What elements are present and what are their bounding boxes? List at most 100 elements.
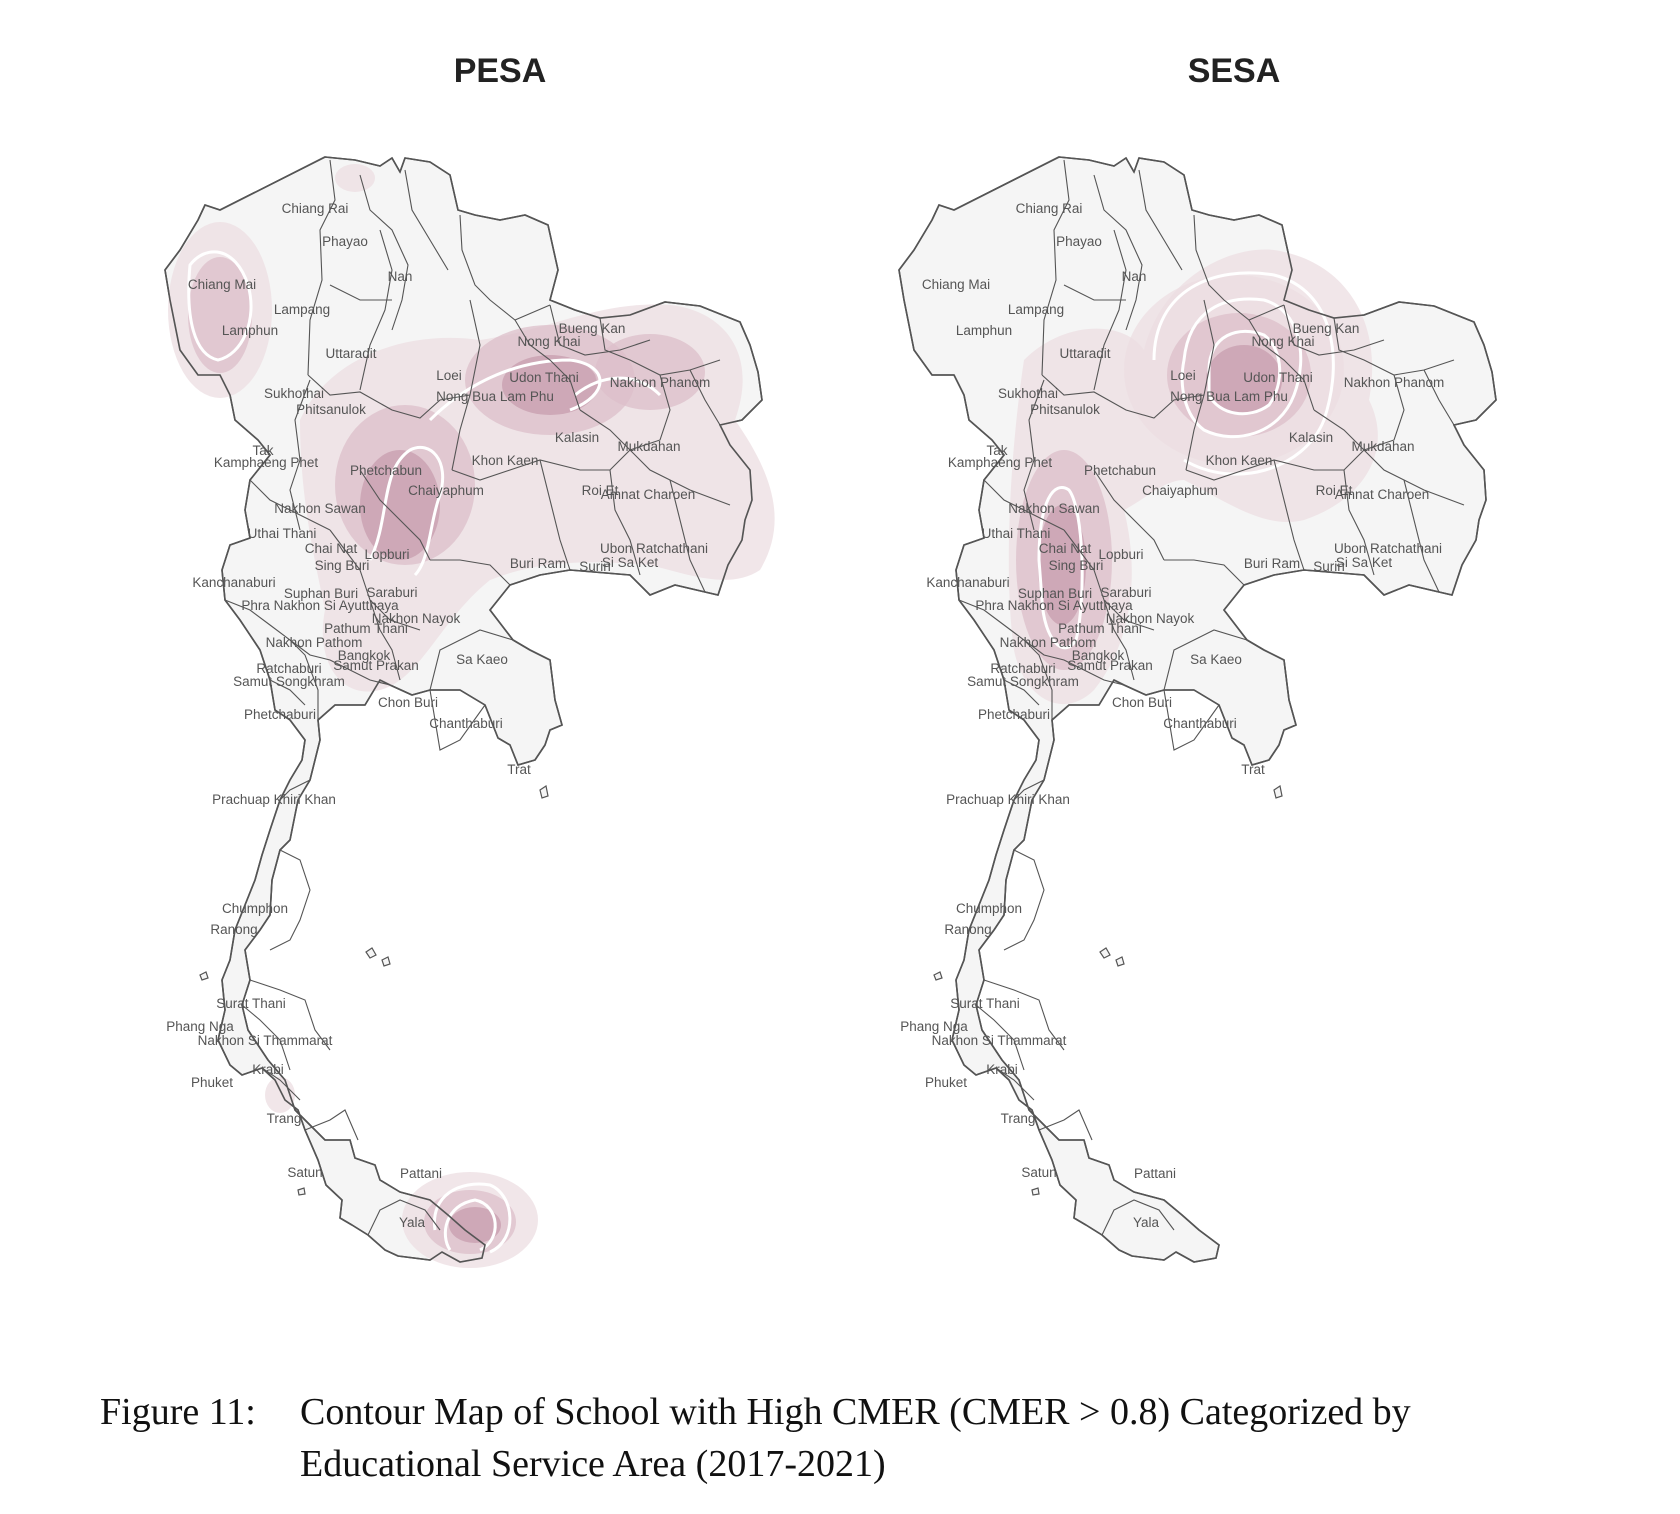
province-border — [429, 689, 486, 751]
province-border — [269, 849, 311, 951]
island-shape — [1031, 1187, 1040, 1196]
contour-line — [1180, 297, 1303, 438]
province-labels: Chiang Rai Phayao Nan Chiang Mai Lampang Lamp… — [900, 201, 1444, 1230]
province-border — [1163, 689, 1220, 751]
province-border — [549, 304, 651, 356]
province-border — [579, 409, 731, 506]
province-border — [1013, 779, 1045, 801]
province-label: Nakhon Phanom — [1344, 375, 1445, 390]
province-label: Udon Thani — [1243, 370, 1313, 385]
province-label: Nakhon Sawan — [274, 501, 366, 516]
province-label: Kanchanaburi — [926, 575, 1009, 590]
density-contour — [595, 334, 705, 410]
province-label: Phra Nakhon Si Ayutthaya — [241, 598, 399, 613]
province-border — [1063, 284, 1126, 301]
province-label: Pattani — [1134, 1166, 1176, 1181]
province-border — [261, 1067, 301, 1101]
province-label: Ubon Ratchathani — [600, 541, 708, 556]
province-label: Ranong — [210, 922, 257, 937]
province-label: Buri Ram — [510, 556, 566, 571]
contour-line — [1152, 271, 1335, 476]
province-label: Amnat Charoen — [601, 487, 696, 502]
province-border — [241, 1004, 291, 1071]
province-border — [249, 979, 331, 1051]
province-label: Nakhon Pathom — [1000, 635, 1097, 650]
province-label: Roi Et — [582, 483, 619, 498]
province-label: Suphan Buri — [1018, 586, 1092, 601]
province-label: Ratchaburi — [990, 661, 1055, 676]
province-border — [1038, 1109, 1093, 1141]
province-border — [1101, 1199, 1175, 1236]
contour-line — [1207, 329, 1282, 416]
caption-text-line2: Educational Service Area (2017-2021) — [300, 1443, 886, 1485]
province-label: Lopburi — [1098, 547, 1143, 562]
province-border — [430, 559, 511, 586]
province-label: Saraburi — [1100, 585, 1151, 600]
province-label: Surin — [1313, 559, 1345, 574]
province-label: Tak — [252, 443, 273, 458]
map-title: SESA — [1187, 52, 1281, 90]
province-border — [359, 469, 431, 561]
province-label: Kanchanaburi — [192, 575, 275, 590]
province-label: Si Sa Ket — [1336, 555, 1393, 570]
province-label: Loei — [1170, 368, 1196, 383]
province-label: Prachuap Khiri Khan — [946, 792, 1070, 807]
province-label: Chai Nat — [1039, 541, 1092, 556]
province-label: Lamphun — [222, 323, 278, 338]
contour-line — [1037, 486, 1084, 650]
province-label: Mukdahan — [1351, 439, 1414, 454]
province-border — [359, 174, 409, 331]
contour-line — [428, 358, 602, 422]
province-label: Pathum Thani — [1058, 621, 1142, 636]
province-label: Krabi — [986, 1062, 1018, 1077]
province-label: Kalasin — [555, 430, 599, 445]
province-label: Surin — [579, 559, 611, 574]
province-border — [1093, 229, 1127, 391]
province-label: Satun — [287, 1165, 322, 1180]
province-border — [1313, 409, 1465, 506]
province-label: Nakhon Nayok — [1106, 611, 1195, 626]
caption-text-line1: Contour Map of School with High CMER (CM… — [300, 1391, 1411, 1433]
province-label: Phra Nakhon Si Ayutthaya — [975, 598, 1133, 613]
province-label: Nakhon Si Thammarat — [932, 1033, 1067, 1048]
density-contour — [502, 355, 598, 415]
density-contour — [1206, 345, 1282, 415]
province-border — [451, 299, 481, 471]
province-label: Yala — [1133, 1215, 1160, 1230]
province-border — [367, 1199, 441, 1236]
province-label: Phitsanulok — [296, 402, 366, 417]
province-border — [1273, 459, 1305, 571]
province-label: Uttaradit — [325, 346, 376, 361]
density-contour — [188, 257, 252, 373]
province-border — [1093, 174, 1143, 331]
province-label: Ratchaburi — [256, 661, 321, 676]
province-label: Chanthaburi — [429, 716, 503, 731]
province-label: Khon Kaen — [472, 453, 539, 468]
map-panel-pesa: PESA Chiang Rai Phayao Nan Chiang Mai Lampan… — [130, 0, 870, 1380]
island-shape — [1115, 956, 1125, 967]
island-shape — [933, 971, 943, 981]
province-border — [1423, 369, 1455, 426]
province-label: Chanthaburi — [1163, 716, 1237, 731]
province-border — [279, 779, 311, 801]
density-contour — [1038, 505, 1086, 625]
province-label: Ubon Ratchathani — [1334, 541, 1442, 556]
country-border — [164, 156, 763, 1263]
contour-line — [187, 250, 253, 362]
province-label: Tak — [986, 443, 1007, 458]
province-label: Nong Bua Lam Phu — [1170, 389, 1288, 404]
province-label: Si Sa Ket — [602, 555, 659, 570]
province-border — [1248, 319, 1315, 411]
province-label: Nakhon Sawan — [1008, 501, 1100, 516]
province-border — [404, 169, 449, 271]
province-label: Roi Et — [1316, 483, 1353, 498]
province-border — [689, 369, 721, 426]
province-label: Udon Thani — [509, 370, 579, 385]
province-label: Kamphaeng Phet — [214, 455, 319, 470]
density-contour — [449, 1207, 501, 1243]
province-label: Nong Khai — [517, 334, 580, 349]
province-label: Yala — [399, 1215, 426, 1230]
province-label: Lampang — [274, 302, 330, 317]
province-border — [983, 479, 1065, 531]
contour-line — [443, 1198, 497, 1252]
